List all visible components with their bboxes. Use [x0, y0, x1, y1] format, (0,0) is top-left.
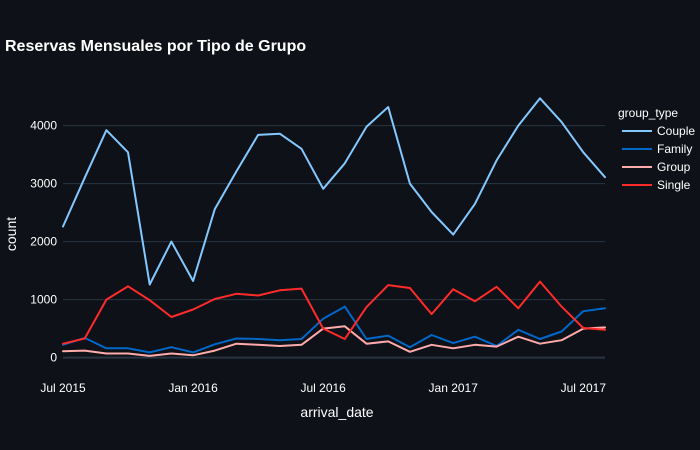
legend-item-group[interactable]: Group — [622, 160, 691, 174]
legend-title: group_type — [618, 106, 678, 120]
x-tick-label: Jan 2017 — [429, 381, 479, 395]
legend-label: Family — [657, 142, 692, 156]
series-line-couple[interactable] — [62, 97, 606, 286]
y-tick-label: 0 — [50, 351, 57, 365]
y-axis-ticks: 0 1000 2000 3000 4000 — [30, 119, 57, 365]
y-axis-title: count — [3, 217, 19, 251]
legend-item-couple[interactable]: Couple — [622, 124, 695, 138]
y-tick-label: 3000 — [30, 177, 57, 191]
x-tick-label: Jul 2016 — [300, 381, 346, 395]
legend-label: Group — [657, 160, 691, 174]
legend-item-single[interactable]: Single — [622, 178, 691, 192]
y-tick-label: 1000 — [30, 293, 57, 307]
y-tick-label: 2000 — [30, 235, 57, 249]
series-line-group[interactable] — [62, 325, 606, 357]
legend[interactable]: group_type Couple Family Group Single — [618, 106, 695, 192]
legend-item-family[interactable]: Family — [622, 142, 692, 156]
x-tick-label: Jul 2015 — [40, 381, 86, 395]
x-axis-title: arrival_date — [300, 404, 373, 420]
x-tick-label: Jul 2017 — [561, 381, 607, 395]
chart-title: Reservas Mensuales por Tipo de Grupo — [5, 38, 306, 55]
gridlines — [63, 125, 605, 359]
legend-label: Couple — [657, 124, 695, 138]
series-line-family[interactable] — [62, 305, 606, 354]
y-tick-label: 4000 — [30, 119, 57, 133]
series-lines — [62, 97, 606, 357]
x-tick-label: Jan 2016 — [168, 381, 218, 395]
series-line-single[interactable] — [62, 280, 606, 345]
legend-label: Single — [657, 178, 691, 192]
x-axis-ticks: Jul 2015 Jan 2016 Jul 2016 Jan 2017 Jul 2017 — [40, 381, 606, 395]
